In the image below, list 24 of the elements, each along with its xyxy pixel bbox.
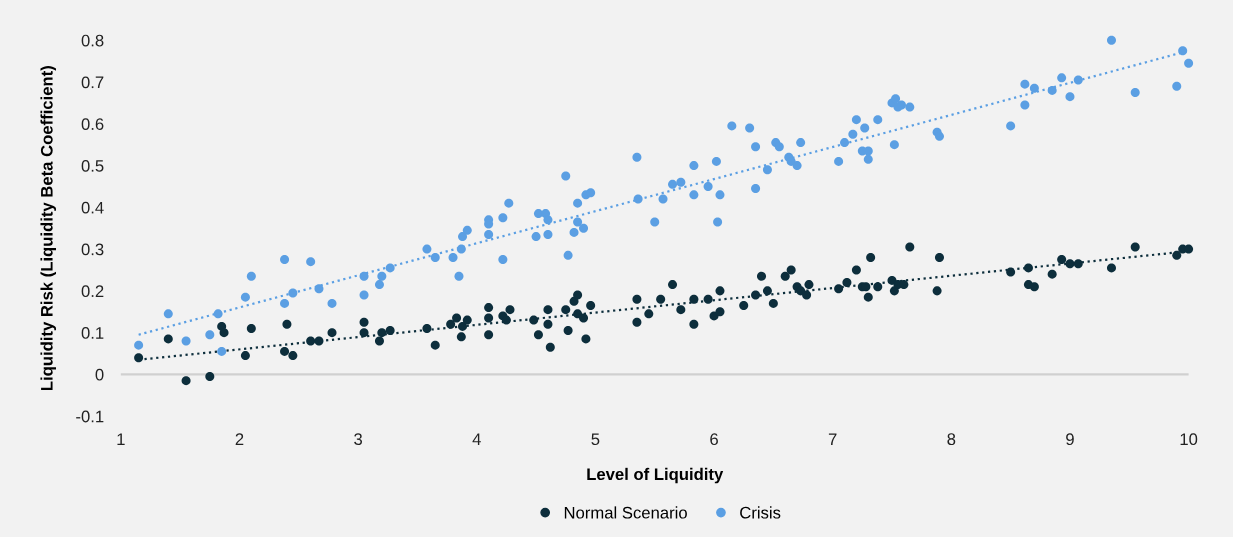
y-tick-label: 0.4 xyxy=(81,201,104,214)
y-tick-label: 0 xyxy=(95,368,104,381)
y-tick-label: 0.1 xyxy=(81,327,104,339)
x-tick-label: 7 xyxy=(828,433,837,445)
y-tick-label: 0.3 xyxy=(81,243,104,256)
x-tick-label: 2 xyxy=(235,433,244,445)
y-axis-title: Liquidity Risk (Liquidity Beta Coefficient) xyxy=(40,66,57,391)
x-axis-title: Level of Liquidity xyxy=(587,467,724,484)
x-tick-label: 8 xyxy=(947,433,956,446)
y-tick-label: 0.7 xyxy=(81,76,104,89)
x-tick-label: 6 xyxy=(710,433,718,446)
x-tick-label: 10 xyxy=(1180,433,1198,446)
x-tick-label: 4 xyxy=(472,433,481,445)
x-tick-label: 1 xyxy=(117,433,125,445)
y-tick-label: 0.5 xyxy=(81,159,104,172)
x-tick-label: 5 xyxy=(591,433,600,446)
legend-label: Crisis xyxy=(740,506,781,519)
legend-label: Normal Scenario xyxy=(564,506,687,519)
x-tick-label: 3 xyxy=(354,433,363,446)
x-tick-label: 9 xyxy=(1066,433,1074,446)
y-tick-label: 0.6 xyxy=(81,118,104,131)
y-tick-label: -0.1 xyxy=(76,410,104,423)
y-tick-label: 0.8 xyxy=(81,34,104,47)
y-tick-label: 0.2 xyxy=(81,285,104,298)
